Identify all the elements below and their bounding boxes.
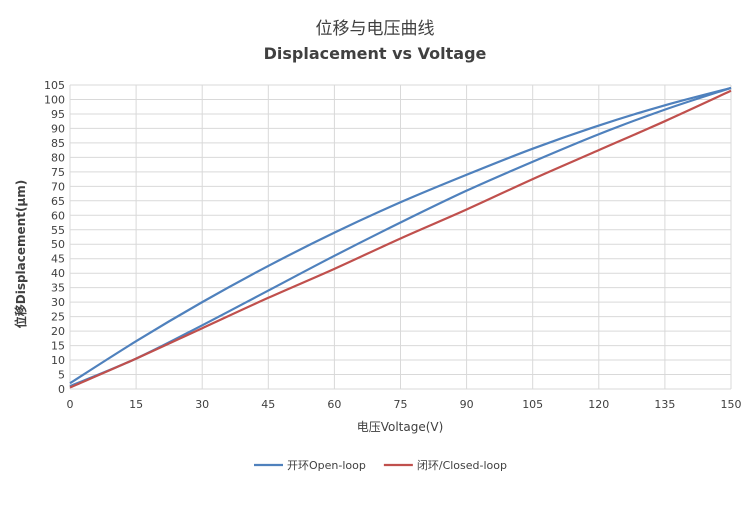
y-tick-label: 95: [51, 108, 65, 121]
y-tick-label: 75: [51, 166, 65, 179]
x-tick-label: 150: [721, 398, 742, 411]
x-tick-label: 135: [654, 398, 675, 411]
y-tick-label: 70: [51, 180, 65, 193]
legend-label-2: 闭环/Closed-loop: [417, 459, 507, 472]
y-tick-label: 10: [51, 354, 65, 367]
y-tick-label: 40: [51, 267, 65, 280]
x-tick-label: 75: [394, 398, 408, 411]
x-tick-label: 15: [129, 398, 143, 411]
y-tick-label: 0: [58, 383, 65, 396]
x-tick-labels: 0 15 30 45 60 75 90 105 120 135 150: [67, 398, 742, 411]
series-line-3: [69, 89, 732, 389]
x-tick-label: 120: [588, 398, 609, 411]
legend: 开环Open-loop 闭环/Closed-loop: [254, 459, 507, 472]
y-tick-label: 105: [44, 79, 65, 92]
legend-label-1: 开环Open-loop: [287, 459, 366, 472]
y-axis-title: 位移Displacement(μm): [13, 180, 28, 329]
y-tick-label: 60: [51, 209, 65, 222]
x-tick-label: 105: [522, 398, 543, 411]
series-lines: [69, 86, 732, 389]
y-tick-label: 80: [51, 151, 65, 164]
chart-title: 位移与电压曲线: [316, 19, 435, 39]
y-tick-label: 30: [51, 296, 65, 309]
y-tick-label: 90: [51, 122, 65, 135]
y-tick-label: 55: [51, 224, 65, 237]
grid-lines: [69, 84, 732, 390]
x-tick-label: 0: [67, 398, 74, 411]
chart-subtitle: Displacement vs Voltage: [264, 44, 487, 63]
y-tick-label: 20: [51, 325, 65, 338]
x-tick-label: 90: [460, 398, 474, 411]
y-tick-label: 100: [44, 93, 65, 106]
x-axis-title: 电压Voltage(V): [357, 420, 444, 434]
series-line-1: [69, 86, 732, 385]
y-tick-label: 50: [51, 238, 65, 251]
y-tick-label: 85: [51, 137, 65, 150]
y-tick-label: 25: [51, 311, 65, 324]
y-tick-label: 15: [51, 340, 65, 353]
series-line-2: [69, 86, 732, 388]
x-tick-label: 30: [195, 398, 209, 411]
y-tick-label: 65: [51, 195, 65, 208]
y-tick-label: 35: [51, 282, 65, 295]
y-tick-label: 45: [51, 253, 65, 266]
x-tick-label: 45: [261, 398, 275, 411]
y-tick-label: 5: [58, 369, 65, 382]
x-tick-label: 60: [327, 398, 341, 411]
